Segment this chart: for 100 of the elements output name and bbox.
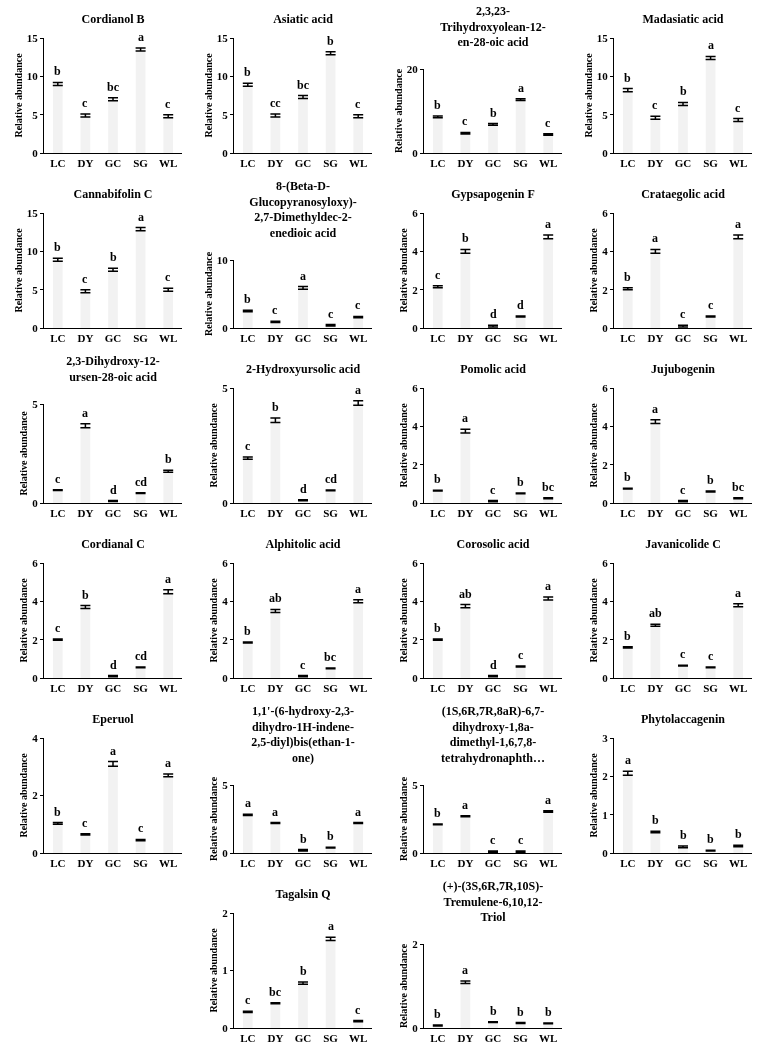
y-tick-label: 0	[412, 846, 419, 859]
y-tick-label: 0	[32, 671, 39, 684]
y-tick-label: 5	[222, 381, 229, 394]
x-tick-label: DY	[77, 682, 94, 695]
data-label: b	[434, 621, 441, 635]
y-tick-label: 4	[602, 245, 609, 258]
x-tick-label: GC	[294, 157, 312, 170]
data-label: c	[55, 621, 61, 635]
x-tick-label: SG	[513, 507, 529, 520]
y-axis-title: Relative abundance	[208, 927, 220, 1013]
data-label: b	[54, 240, 61, 254]
x-tick-label: SG	[133, 682, 149, 695]
x-tick-label: GC	[484, 157, 502, 170]
data-label: a	[165, 756, 171, 770]
y-axis-title: Relative abundance	[588, 752, 600, 838]
y-tick-label: 2	[602, 770, 609, 783]
x-tick-label: LC	[50, 682, 66, 695]
y-axis-title: Relative abundance	[12, 227, 24, 313]
y-tick-label: 6	[412, 206, 419, 219]
x-tick-label: SG	[513, 332, 529, 345]
x-tick-label: LC	[240, 682, 256, 695]
data-label: b	[165, 452, 172, 466]
data-label: b	[272, 400, 279, 414]
data-label: b	[735, 827, 742, 841]
y-axis-title: Relative abundance	[398, 943, 410, 1029]
x-tick-label: GC	[294, 682, 312, 695]
x-tick-label: DY	[77, 332, 94, 345]
x-tick-label: WL	[539, 857, 558, 870]
data-label: bc	[107, 80, 120, 94]
x-tick-label: WL	[159, 507, 178, 520]
y-axis-title: Relative abundance	[398, 776, 410, 862]
x-tick-label: SG	[323, 857, 339, 870]
chart-title: Cannabifolin C	[73, 187, 153, 202]
y-axis-title: Relative abundance	[208, 577, 220, 663]
data-label: b	[680, 828, 687, 842]
data-label: c	[355, 97, 361, 111]
y-tick-label: 1	[602, 808, 608, 821]
y-tick-label: 0	[222, 146, 229, 159]
chart-title: Asiatic acid	[273, 12, 334, 27]
y-tick-label: 5	[32, 397, 39, 410]
x-tick-label: SG	[323, 507, 339, 520]
y-tick-label: 0	[412, 321, 419, 334]
y-tick-label: 5	[32, 283, 39, 296]
y-tick-label: 0	[412, 1021, 419, 1034]
y-tick-label: 4	[412, 245, 419, 258]
y-tick-label: 2	[32, 633, 39, 646]
data-label: b	[517, 1005, 524, 1019]
y-tick-label: 10	[216, 70, 229, 83]
data-label: a	[735, 217, 741, 231]
y-tick-label: 2	[222, 633, 229, 646]
data-label: d	[110, 483, 117, 497]
x-tick-label: WL	[159, 157, 178, 170]
x-tick-label: GC	[104, 682, 122, 695]
y-axis-title: Relative abundance	[18, 577, 30, 663]
x-tick-label: SG	[323, 1032, 339, 1045]
x-tick-label: WL	[729, 507, 748, 520]
y-axis-title: Relative abundance	[202, 251, 214, 337]
data-label: d	[110, 658, 117, 672]
y-axis-title: Relative abundance	[12, 52, 24, 138]
y-tick-label: 0	[602, 846, 609, 859]
data-label: a	[518, 81, 524, 95]
data-label: b	[327, 829, 334, 843]
data-label: c	[435, 268, 441, 282]
x-tick-label: SG	[513, 857, 529, 870]
data-label: a	[708, 38, 714, 52]
data-label: a	[355, 383, 361, 397]
data-label: a	[138, 30, 144, 44]
chart-title: 2,3,23-Trihydroxyolean-12-en-28-oic acid	[440, 4, 546, 50]
y-tick-label: 4	[32, 731, 39, 744]
x-tick-label: GC	[104, 857, 122, 870]
data-label: c	[245, 439, 251, 453]
x-tick-label: GC	[294, 507, 312, 520]
x-tick-label: SG	[323, 332, 339, 345]
x-tick-label: GC	[484, 857, 502, 870]
data-label: b	[707, 473, 714, 487]
x-tick-label: DY	[647, 157, 664, 170]
data-label: c	[82, 272, 88, 286]
y-tick-label: 0	[412, 146, 419, 159]
x-tick-label: SG	[323, 157, 339, 170]
y-tick-label: 5	[602, 108, 609, 121]
y-tick-label: 15	[216, 31, 229, 44]
chart-title: Crataegolic acid	[641, 187, 726, 202]
x-tick-label: SG	[703, 332, 719, 345]
y-tick-label: 0	[602, 146, 609, 159]
chart-title: Gypsapogenin F	[451, 187, 535, 202]
y-tick-label: 2	[412, 283, 419, 296]
x-tick-label: DY	[267, 507, 284, 520]
x-tick-label: LC	[430, 332, 446, 345]
y-tick-label: 0	[222, 321, 229, 334]
x-tick-label: GC	[674, 857, 692, 870]
data-label: b	[517, 475, 524, 489]
data-label: bc	[269, 985, 282, 999]
x-tick-label: GC	[104, 507, 122, 520]
data-label: cd	[325, 472, 338, 486]
data-label: bc	[542, 480, 555, 494]
y-tick-label: 0	[32, 146, 39, 159]
y-tick-label: 0	[32, 321, 39, 334]
y-axis-title: Relative abundance	[18, 752, 30, 838]
data-label: a	[165, 572, 171, 586]
x-tick-label: SG	[703, 857, 719, 870]
